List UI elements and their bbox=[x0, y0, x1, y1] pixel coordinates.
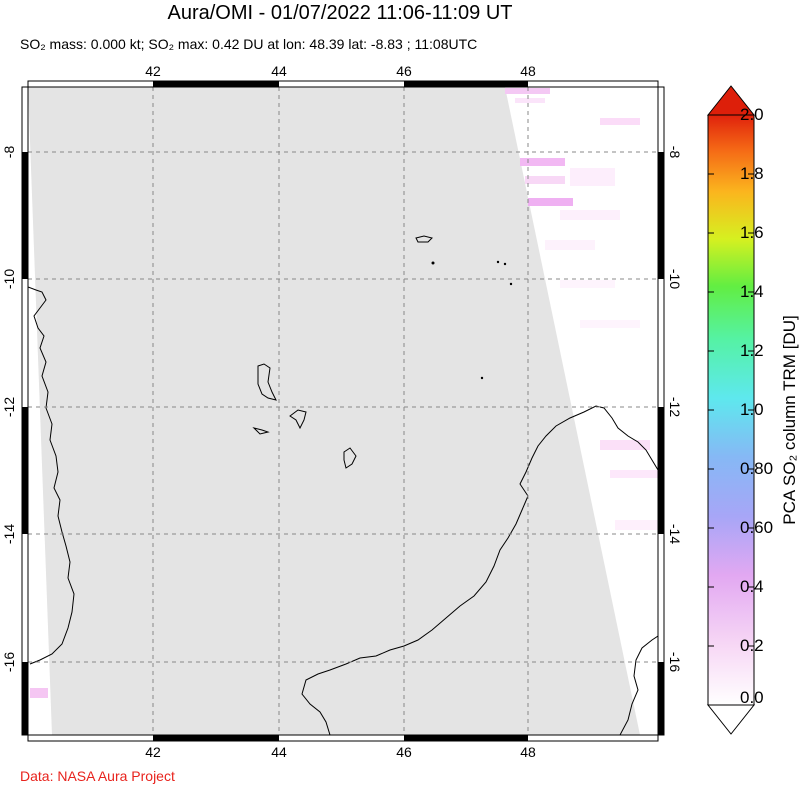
coastlines bbox=[28, 235, 658, 735]
lon-tick-bottom-44: 44 bbox=[271, 744, 287, 760]
lon-tick-bottom-48: 48 bbox=[520, 744, 536, 760]
colorbar-title: PCA SO₂ column TRM [DU] bbox=[780, 315, 799, 525]
colorbar-label-1.4: 1.4 bbox=[740, 282, 764, 301]
colorbar-label-0.0: 0.0 bbox=[740, 688, 764, 707]
colorbar-label-1.0: 1.0 bbox=[740, 400, 764, 419]
colorbar-label-2.0: 2.0 bbox=[740, 105, 764, 124]
colorbar-label-1.6: 1.6 bbox=[740, 223, 764, 242]
lon-tick-top-46: 46 bbox=[396, 63, 412, 79]
lat-tick-labels: -8 -10 -12 -14 -16 -8 -10 -12 -14 -16 bbox=[1, 146, 683, 673]
lat-tick-left-10: -10 bbox=[1, 269, 17, 289]
colorbar-min-arrow bbox=[706, 704, 756, 735]
no-data-region bbox=[28, 87, 640, 735]
lat-tick-right-16: -16 bbox=[667, 652, 683, 672]
lon-tick-top-48: 48 bbox=[520, 63, 536, 79]
lon-tick-top-42: 42 bbox=[145, 63, 161, 79]
lat-tick-left-12: -12 bbox=[1, 397, 17, 417]
data-credit: Data: NASA Aura Project bbox=[20, 768, 175, 784]
lat-tick-right-12: -12 bbox=[667, 397, 683, 417]
map-frame bbox=[21, 80, 665, 742]
gridlines bbox=[28, 87, 658, 735]
lat-tick-right-10: -10 bbox=[667, 269, 683, 289]
lon-tick-labels: 42 44 46 48 42 44 46 48 bbox=[145, 63, 536, 760]
small-islands bbox=[431, 260, 513, 380]
lat-tick-right-8: -8 bbox=[667, 146, 683, 159]
lat-tick-left-14: -14 bbox=[1, 524, 17, 544]
page-title: Aura/OMI - 01/07/2022 11:06-11:09 UT bbox=[167, 2, 513, 24]
lon-tick-bottom-46: 46 bbox=[396, 744, 412, 760]
colorbar-label-0.2: 0.2 bbox=[740, 636, 764, 655]
lon-tick-top-44: 44 bbox=[271, 63, 287, 79]
lat-tick-left-8: -8 bbox=[1, 146, 17, 159]
colorbar bbox=[706, 85, 756, 735]
lat-tick-right-14: -14 bbox=[667, 524, 683, 544]
lon-tick-bottom-42: 42 bbox=[145, 744, 161, 760]
colorbar-label-0.60: 0.60 bbox=[740, 518, 774, 537]
so2-pixels bbox=[30, 88, 658, 698]
colorbar-label-0.80: 0.80 bbox=[740, 459, 774, 478]
colorbar-label-1.2: 1.2 bbox=[740, 341, 764, 360]
map-subtitle: SO₂ mass: 0.000 kt; SO₂ max: 0.42 DU at … bbox=[20, 36, 478, 52]
colorbar-gradient bbox=[707, 114, 755, 706]
lat-tick-left-16: -16 bbox=[1, 652, 17, 672]
colorbar-label-0.4: 0.4 bbox=[740, 577, 764, 596]
colorbar-label-1.8: 1.8 bbox=[740, 164, 764, 183]
